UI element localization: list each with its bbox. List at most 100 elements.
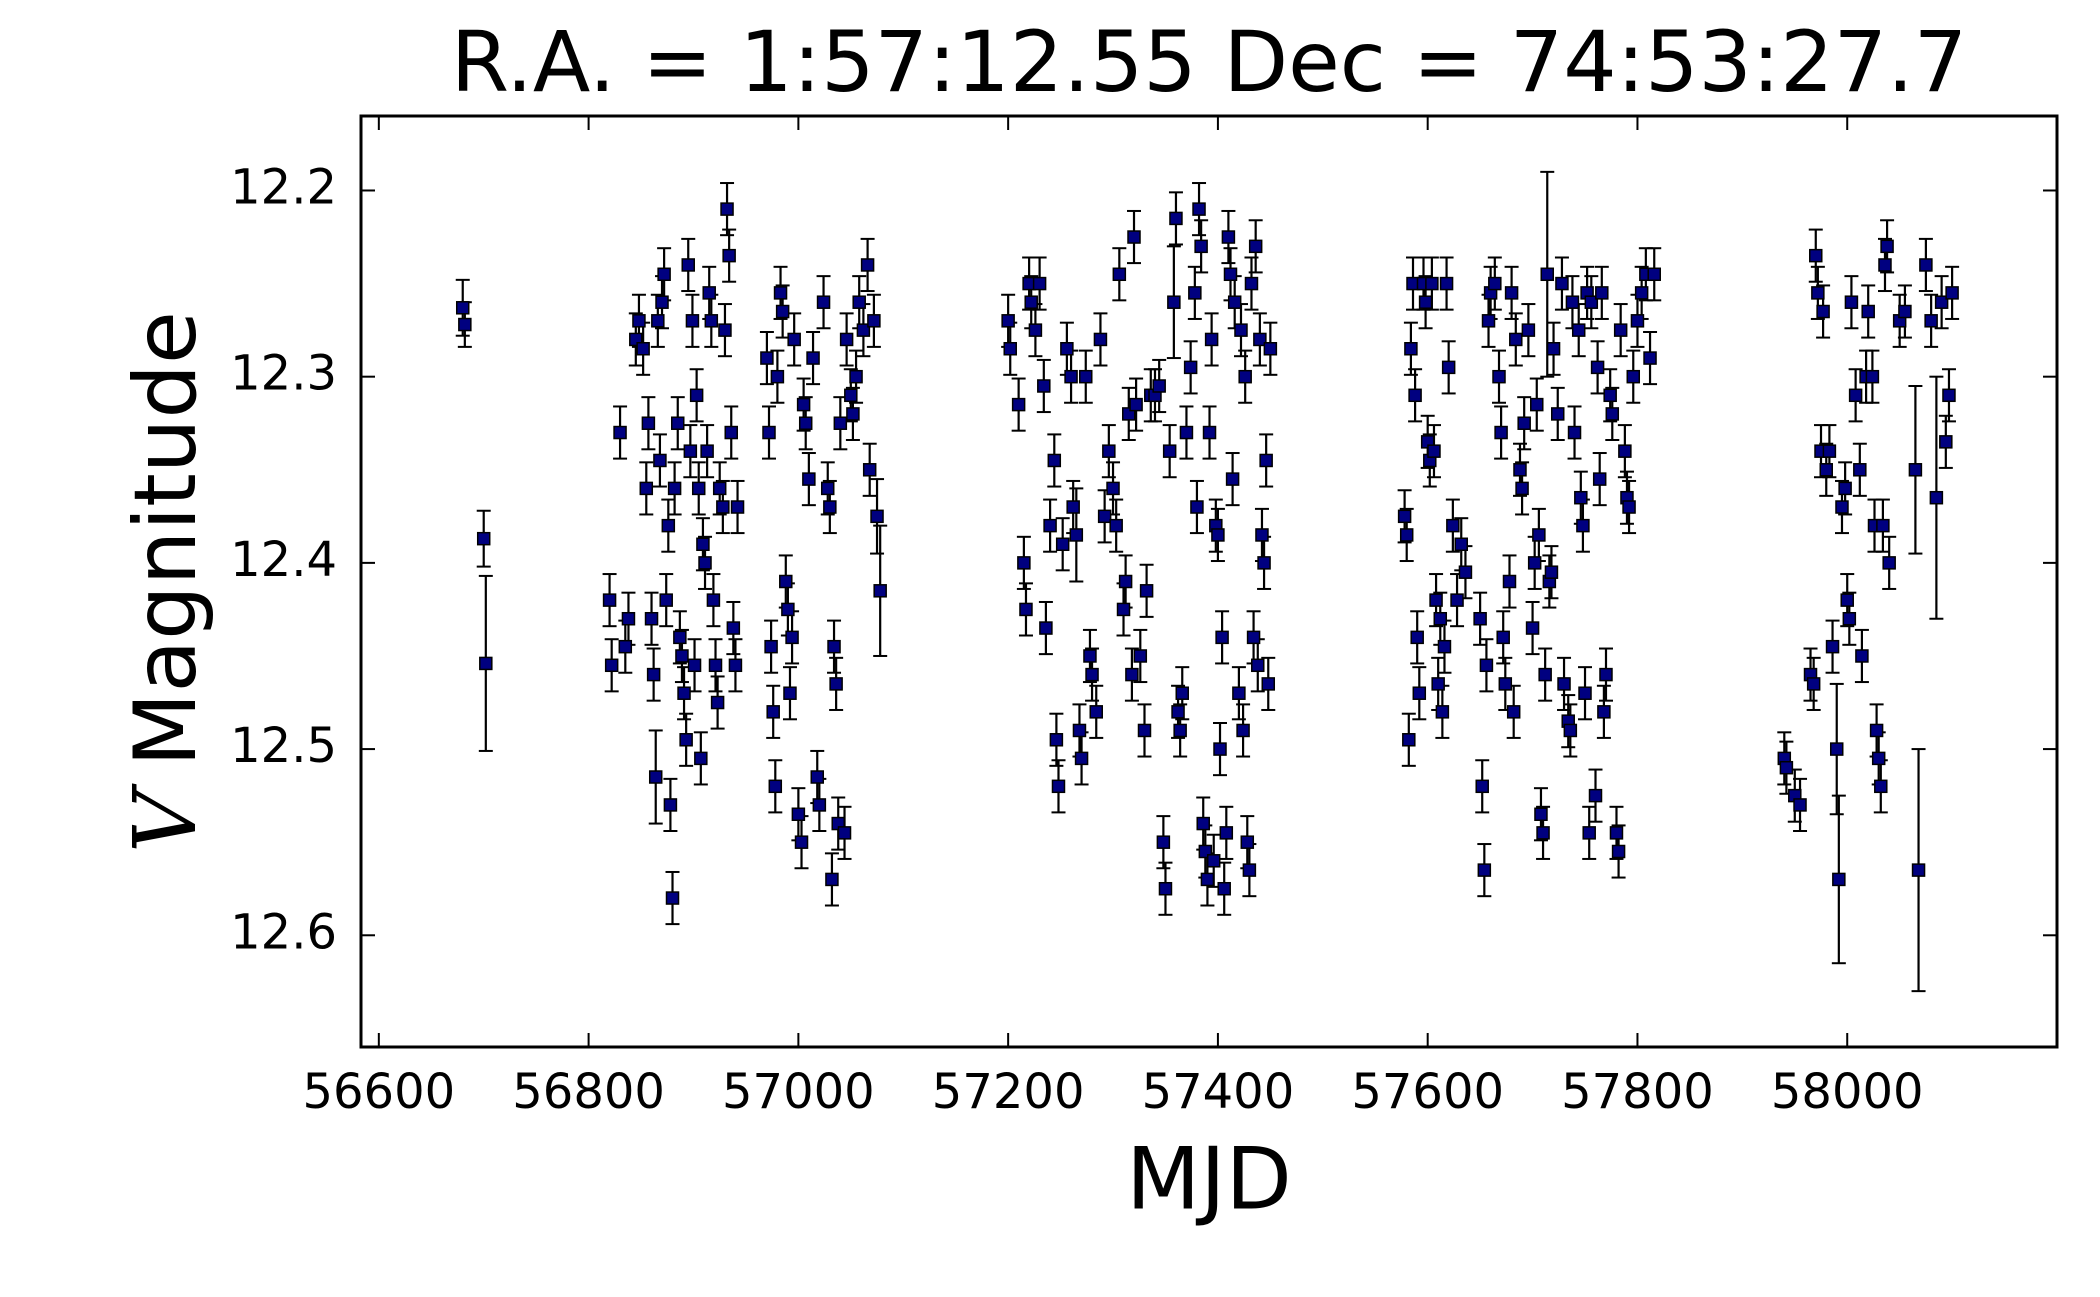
data-point bbox=[1404, 342, 1418, 356]
data-point bbox=[1605, 407, 1620, 421]
data-point bbox=[1521, 323, 1536, 337]
data-point bbox=[1494, 425, 1508, 440]
data-point bbox=[655, 295, 669, 309]
data-point bbox=[671, 416, 685, 430]
data-point bbox=[1402, 733, 1416, 747]
data-point bbox=[1011, 397, 1026, 412]
data-point bbox=[1454, 537, 1468, 552]
data-point bbox=[810, 770, 825, 784]
data-point bbox=[689, 388, 704, 403]
data-point bbox=[691, 481, 706, 496]
data-point bbox=[728, 658, 743, 673]
data-point bbox=[852, 295, 866, 309]
x-tick-label: 57000 bbox=[722, 1064, 875, 1120]
data-point bbox=[1127, 230, 1141, 244]
data-point bbox=[1211, 528, 1225, 542]
data-point bbox=[646, 667, 661, 682]
data-point bbox=[856, 323, 871, 337]
data-point bbox=[1509, 332, 1523, 347]
data-point bbox=[476, 531, 491, 546]
data-point bbox=[683, 444, 698, 458]
data-point bbox=[648, 770, 663, 784]
data-point bbox=[1116, 602, 1131, 617]
data-point bbox=[1546, 342, 1561, 356]
data-point bbox=[1557, 677, 1571, 691]
data-point bbox=[762, 425, 776, 440]
data-point bbox=[1643, 351, 1657, 365]
data-point bbox=[1584, 295, 1599, 309]
data-point bbox=[862, 463, 877, 477]
data-point bbox=[651, 314, 665, 328]
data-point bbox=[766, 705, 780, 719]
data-point bbox=[1582, 826, 1596, 840]
data-point bbox=[621, 611, 636, 626]
y-axis-label: V Magnitude bbox=[116, 311, 217, 853]
data-point bbox=[1924, 314, 1938, 328]
data-point bbox=[1563, 723, 1578, 738]
data-point bbox=[1934, 295, 1949, 309]
data-point bbox=[1204, 332, 1219, 347]
data-point bbox=[839, 332, 854, 347]
data-point bbox=[1437, 639, 1452, 654]
data-point bbox=[675, 649, 689, 663]
data-point bbox=[653, 453, 667, 468]
data-point bbox=[1595, 286, 1609, 300]
data-point bbox=[663, 798, 678, 812]
data-point bbox=[1248, 239, 1263, 254]
data-point bbox=[1538, 667, 1552, 682]
data-point bbox=[1037, 379, 1051, 393]
data-point bbox=[706, 593, 721, 607]
data-point bbox=[1832, 872, 1846, 887]
data-point bbox=[1196, 816, 1210, 831]
data-point bbox=[1517, 416, 1531, 430]
data-point bbox=[677, 686, 691, 700]
data-point bbox=[1498, 677, 1513, 691]
data-point bbox=[1622, 500, 1636, 514]
data-point bbox=[1450, 593, 1464, 607]
data-point bbox=[1481, 314, 1496, 328]
data-point bbox=[1397, 509, 1412, 524]
data-point bbox=[1811, 286, 1825, 300]
data-point bbox=[779, 574, 793, 589]
data-point bbox=[1158, 881, 1173, 896]
data-point bbox=[837, 826, 852, 840]
data-point bbox=[816, 295, 831, 309]
data-point bbox=[710, 695, 725, 710]
data-point bbox=[1597, 705, 1611, 719]
data-point bbox=[1255, 528, 1269, 542]
data-point bbox=[1840, 593, 1854, 607]
data-point bbox=[696, 537, 710, 552]
data-point bbox=[1929, 490, 1944, 505]
data-point bbox=[1603, 388, 1617, 403]
data-point bbox=[1244, 276, 1259, 291]
data-point bbox=[1565, 295, 1580, 309]
x-tick-label: 56800 bbox=[512, 1064, 665, 1120]
data-point bbox=[846, 407, 860, 421]
data-point bbox=[712, 481, 727, 496]
data-point bbox=[1152, 379, 1166, 393]
data-point bbox=[1479, 658, 1494, 673]
data-point bbox=[1064, 369, 1078, 384]
data-point bbox=[1458, 565, 1473, 579]
data-point bbox=[673, 630, 687, 645]
data-point bbox=[1530, 397, 1544, 412]
data-point bbox=[802, 472, 816, 486]
data-point bbox=[833, 416, 848, 430]
data-point bbox=[1869, 723, 1884, 738]
data-point bbox=[764, 639, 778, 654]
data-point bbox=[1190, 500, 1204, 514]
data-point bbox=[1221, 230, 1236, 244]
x-tick-label: 57600 bbox=[1351, 1064, 1504, 1120]
data-point bbox=[827, 639, 841, 654]
data-point bbox=[1039, 621, 1053, 635]
data-point bbox=[806, 351, 820, 365]
data-point bbox=[632, 314, 646, 328]
data-point bbox=[1441, 360, 1456, 375]
y-tick-label: 12.3 bbox=[230, 346, 337, 402]
data-point bbox=[1425, 276, 1439, 291]
data-point bbox=[820, 481, 835, 496]
data-point bbox=[1194, 239, 1208, 254]
data-point bbox=[667, 481, 682, 496]
data-point bbox=[1540, 267, 1555, 282]
data-point bbox=[1816, 304, 1830, 319]
